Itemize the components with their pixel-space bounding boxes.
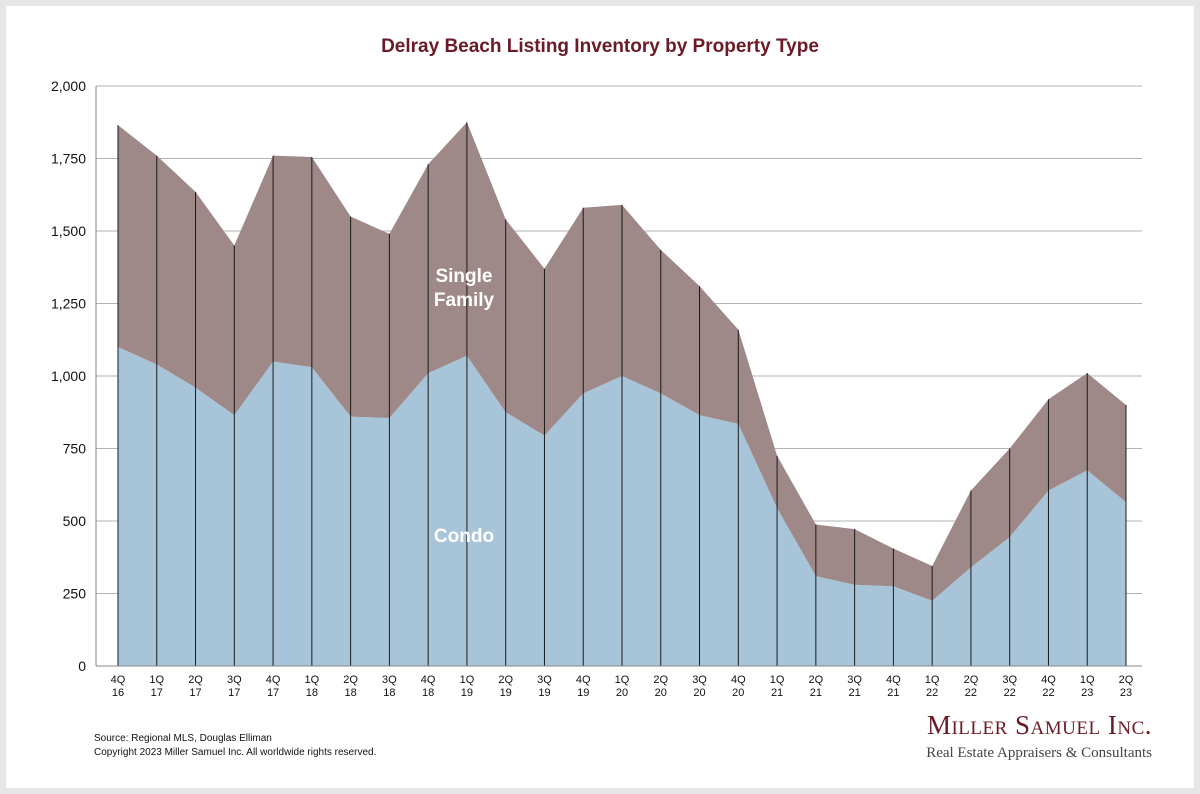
company-logo: Miller Samuel Inc. Real Estate Appraiser… [926, 710, 1152, 762]
x-tick-label: 3Q 19 [537, 674, 552, 699]
area-chart: 0 250 500 750 1,000 1,250 1,500 1,750 2,000 4Q 16… [51, 78, 1142, 699]
x-tick-label: 3Q 20 [692, 674, 707, 699]
axes [95, 86, 1142, 667]
y-tick-label: 1,750 [51, 151, 86, 167]
x-tick-label: 1Q 22 [925, 674, 940, 699]
x-tick-label: 4Q 20 [731, 674, 746, 699]
x-tick-label: 3Q 22 [1002, 674, 1017, 699]
y-tick-label: 750 [63, 441, 87, 457]
logo-name: Miller Samuel Inc. [926, 710, 1152, 740]
y-tick-label: 1,000 [51, 368, 86, 384]
x-tick-label: 2Q 19 [498, 674, 513, 699]
label-single-family-line2: Family [434, 290, 495, 311]
x-tick-label: 2Q 21 [809, 674, 824, 699]
y-tick-labels: 0 250 500 750 1,000 1,250 1,500 1,750 2,000 [51, 78, 86, 674]
y-tick-label: 0 [78, 658, 86, 674]
y-tick-label: 1,250 [51, 296, 86, 312]
x-tick-label: 4Q 16 [111, 674, 126, 699]
x-tick-label: 2Q 17 [188, 674, 203, 699]
x-tick-label: 3Q 21 [847, 674, 862, 699]
footer-notes: Source: Regional MLS, Douglas Elliman Co… [94, 732, 376, 760]
x-tick-label: 2Q 23 [1119, 674, 1134, 699]
drop-lines [117, 122, 1127, 666]
chart-frame: Delray Beach Listing Inventory by Proper… [6, 6, 1194, 788]
chart-title: Delray Beach Listing Inventory by Proper… [381, 36, 819, 57]
x-tick-label: 1Q 21 [770, 674, 785, 699]
logo-tagline: Real Estate Appraisers & Consultants [926, 745, 1152, 761]
x-tick-label: 1Q 19 [460, 674, 475, 699]
y-tick-label: 2,000 [51, 78, 86, 94]
x-tick-label: 3Q 18 [382, 674, 397, 699]
x-tick-label: 3Q 17 [227, 674, 242, 699]
x-tick-label: 1Q 18 [305, 674, 320, 699]
copyright-note: Copyright 2023 Miller Samuel Inc. All wo… [94, 747, 377, 758]
x-tick-label: 1Q 23 [1080, 674, 1095, 699]
x-tick-label: 2Q 22 [964, 674, 979, 699]
x-tick-label: 4Q 19 [576, 674, 591, 699]
x-tick-label: 4Q 18 [421, 674, 436, 699]
label-condo: Condo [434, 526, 494, 547]
x-tick-label: 1Q 20 [615, 674, 630, 699]
series-labels: Single Family Condo [434, 266, 495, 547]
y-tick-label: 250 [63, 586, 87, 602]
x-tick-label: 2Q 18 [343, 674, 358, 699]
label-single-family-line1: Single [435, 266, 492, 287]
y-tick-label: 500 [63, 513, 87, 529]
source-note: Source: Regional MLS, Douglas Elliman [94, 733, 272, 744]
x-tick-label: 1Q 17 [149, 674, 164, 699]
y-tick-label: 1,500 [51, 223, 86, 239]
x-tick-label: 2Q 20 [653, 674, 668, 699]
x-tick-label: 4Q 17 [266, 674, 281, 699]
x-tick-label: 4Q 22 [1041, 674, 1056, 699]
x-tick-label: 4Q 21 [886, 674, 901, 699]
x-tick-labels: 4Q 16 1Q 17 2Q 17 3Q 17 4Q 17 1Q 18 2Q 18 3Q 18 4Q 18 1Q 19… [111, 674, 1134, 699]
